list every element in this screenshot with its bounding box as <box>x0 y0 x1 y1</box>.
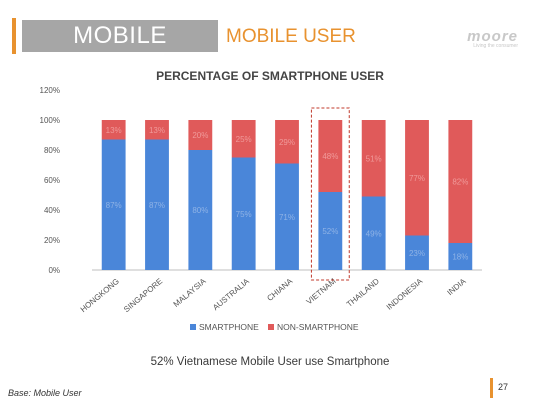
bar-non-smartphone <box>448 120 473 243</box>
y-tick-label: 60% <box>44 176 60 185</box>
page-accent-bar <box>490 378 493 398</box>
y-tick-label: 20% <box>44 236 60 245</box>
accent-bar <box>12 18 16 54</box>
y-tick-label: 100% <box>40 116 60 125</box>
bar-non-smartphone <box>361 120 386 197</box>
x-category-label: VIETNAM <box>305 276 338 306</box>
bar-smartphone <box>405 235 429 270</box>
data-label-smartphone: 71% <box>279 213 295 222</box>
data-label-smartphone: 18% <box>452 253 468 262</box>
data-label-non-smartphone: 51% <box>366 154 382 163</box>
data-label-non-smartphone: 13% <box>149 126 165 135</box>
x-category-label: SINGAPORE <box>122 277 164 314</box>
bar-smartphone <box>188 150 213 270</box>
y-tick-label: 40% <box>44 206 60 215</box>
data-label-smartphone: 49% <box>366 229 382 238</box>
bar-non-smartphone <box>275 120 299 164</box>
x-category-label: MALAYSIA <box>172 276 208 309</box>
data-label-smartphone: 23% <box>409 249 425 258</box>
y-tick-label: 0% <box>48 266 60 275</box>
chart-title: PERCENTAGE OF SMARTPHONE USER <box>156 69 384 83</box>
data-label-smartphone: 87% <box>149 201 165 210</box>
x-category-label: AUSTRALIA <box>211 276 251 312</box>
section-title: MOBILE <box>22 20 218 52</box>
x-category-label: THAILAND <box>345 276 381 308</box>
data-label-non-smartphone: 20% <box>192 131 208 140</box>
logo-tagline: Living the consumer <box>473 43 518 49</box>
x-category-label: CHIANA <box>265 276 294 303</box>
data-label-non-smartphone: 48% <box>322 152 338 161</box>
x-category-label: INDONESIA <box>385 276 425 312</box>
legend-label-non-smartphone: NON-SMARTPHONE <box>277 322 359 332</box>
bar-non-smartphone <box>231 120 256 158</box>
data-label-smartphone: 52% <box>322 227 338 236</box>
y-tick-label: 80% <box>44 146 60 155</box>
data-label-non-smartphone: 25% <box>236 135 252 144</box>
data-label-non-smartphone: 29% <box>279 138 295 147</box>
y-tick-label: 120% <box>40 86 60 95</box>
chart-caption: 52% Vietnamese Mobile User use Smartphon… <box>150 356 390 368</box>
bar-non-smartphone <box>405 120 429 236</box>
legend-swatch-non-smartphone <box>268 324 274 330</box>
data-label-smartphone: 75% <box>236 210 252 219</box>
legend-label-smartphone: SMARTPHONE <box>199 322 259 332</box>
stacked-bar-chart: PERCENTAGE OF SMARTPHONE USER 0% 20% 40% 60%… <box>40 69 482 332</box>
bar-non-smartphone <box>145 120 169 140</box>
data-label-non-smartphone: 77% <box>409 174 425 183</box>
bar-smartphone <box>275 163 299 270</box>
slide-subtitle: MOBILE USER <box>226 26 356 47</box>
x-category-label: INDIA <box>445 276 468 297</box>
bar-non-smartphone <box>188 120 213 150</box>
footnote: Base: Mobile User <box>8 388 82 398</box>
data-label-non-smartphone: 13% <box>106 126 122 135</box>
bar-smartphone <box>101 139 126 270</box>
bar-non-smartphone <box>101 120 126 140</box>
data-label-non-smartphone: 82% <box>452 178 468 187</box>
bar-non-smartphone <box>318 120 343 192</box>
x-category-label: HONGKONG <box>79 277 121 314</box>
page-number: 27 <box>498 382 509 392</box>
bar-smartphone <box>231 157 256 270</box>
bar-smartphone <box>318 192 343 270</box>
brand-logo: moore Living the consumer <box>467 28 518 49</box>
bar-smartphone <box>361 196 386 270</box>
logo-wordmark: moore <box>467 28 518 45</box>
bar-smartphone <box>448 243 473 270</box>
data-label-smartphone: 80% <box>192 206 208 215</box>
legend-swatch-smartphone <box>190 324 196 330</box>
data-label-smartphone: 87% <box>106 201 122 210</box>
bar-smartphone <box>145 139 169 270</box>
